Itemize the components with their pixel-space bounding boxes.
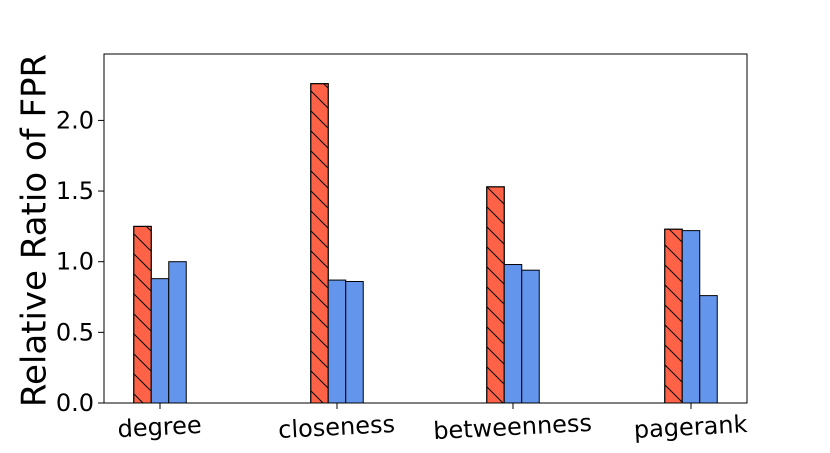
y-tick-label: 1.0 — [56, 248, 94, 276]
bar-series-3-closeness — [345, 280, 364, 404]
y-tick-label: 2.0 — [56, 106, 94, 134]
bar-series-2-betweenness — [503, 264, 523, 404]
x-axis-ticks: degree closeness betweenness pagerank — [117, 403, 748, 445]
x-tick-label-pagerank: pagerank — [633, 410, 748, 444]
x-tick-label-closeness: closeness — [278, 410, 396, 444]
bar-series-3-degree — [168, 261, 187, 404]
bar-series-3-betweenness — [521, 269, 540, 404]
x-tick-label-betweenness: betweenness — [433, 409, 593, 445]
bar-series-3-pagerank — [699, 295, 718, 404]
bar-hatch-series-1-pagerank — [664, 228, 683, 404]
y-axis-label: Relative Ratio of FPR — [15, 54, 55, 407]
plot-frame — [103, 53, 748, 404]
y-tick-label: 0.5 — [56, 318, 94, 346]
x-tick-label-degree: degree — [117, 411, 202, 443]
y-axis-ticks: 0.0 0.5 1.0 1.5 2.0 — [56, 106, 104, 417]
bar-hatch-series-1-degree — [133, 225, 152, 404]
bar-hatch-series-1-closeness — [310, 83, 329, 404]
bars-group — [133, 83, 718, 404]
y-tick-label: 0.0 — [56, 389, 94, 417]
bar-series-2-degree — [150, 278, 170, 404]
bar-series-2-closeness — [327, 279, 347, 404]
y-tick-label: 1.5 — [56, 177, 94, 205]
bar-series-2-pagerank — [681, 230, 701, 404]
bar-hatch-series-1-betweenness — [486, 186, 505, 404]
